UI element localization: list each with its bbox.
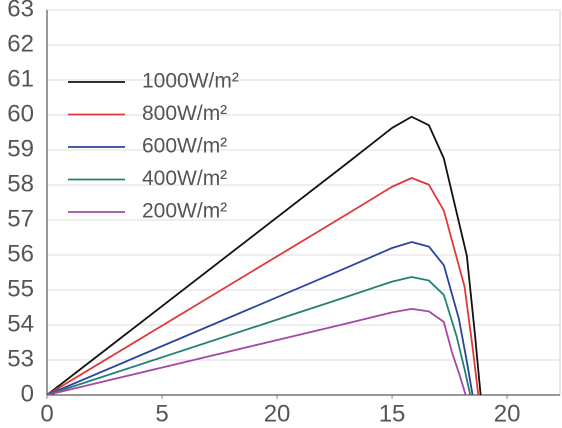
series-line (46, 115, 482, 396)
y-tick-label: 62 (7, 30, 34, 57)
x-tick-label: 5 (155, 400, 168, 427)
x-tick-label: 20 (494, 400, 521, 427)
y-tick-label: 0 (21, 380, 34, 407)
x-tick-label: 0 (40, 400, 53, 427)
y-tick-label: 53 (7, 345, 34, 372)
x-tick-label: 15 (379, 400, 406, 427)
y-tick-label: 61 (7, 65, 34, 92)
y-tick-label: 60 (7, 100, 34, 127)
series-line (46, 241, 474, 396)
series-line (46, 276, 472, 396)
y-tick-label: 58 (7, 170, 34, 197)
y-tick-label: 56 (7, 240, 34, 267)
y-tick-label: 54 (7, 310, 34, 337)
plot-area (46, 9, 561, 396)
legend-label: 600W/m² (142, 135, 227, 158)
legend-label: 200W/m² (142, 200, 227, 223)
x-tick-label: 20 (264, 400, 291, 427)
series-line (46, 177, 480, 396)
series-line (46, 308, 467, 396)
y-tick-label: 63 (7, 0, 34, 22)
legend-label: 400W/m² (142, 167, 227, 190)
y-tick-label: 59 (7, 135, 34, 162)
legend-label: 1000W/m² (142, 70, 239, 93)
y-tick-label: 57 (7, 205, 34, 232)
y-tick-label: 55 (7, 275, 34, 302)
legend-label: 800W/m² (142, 102, 227, 125)
